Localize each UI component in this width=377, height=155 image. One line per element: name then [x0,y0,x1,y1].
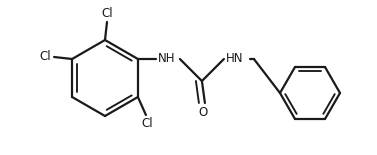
Text: O: O [198,106,207,119]
Text: HN: HN [226,51,244,64]
Text: Cl: Cl [141,117,153,130]
Text: Cl: Cl [40,51,51,64]
Text: NH: NH [158,53,175,66]
Text: Cl: Cl [101,7,113,20]
